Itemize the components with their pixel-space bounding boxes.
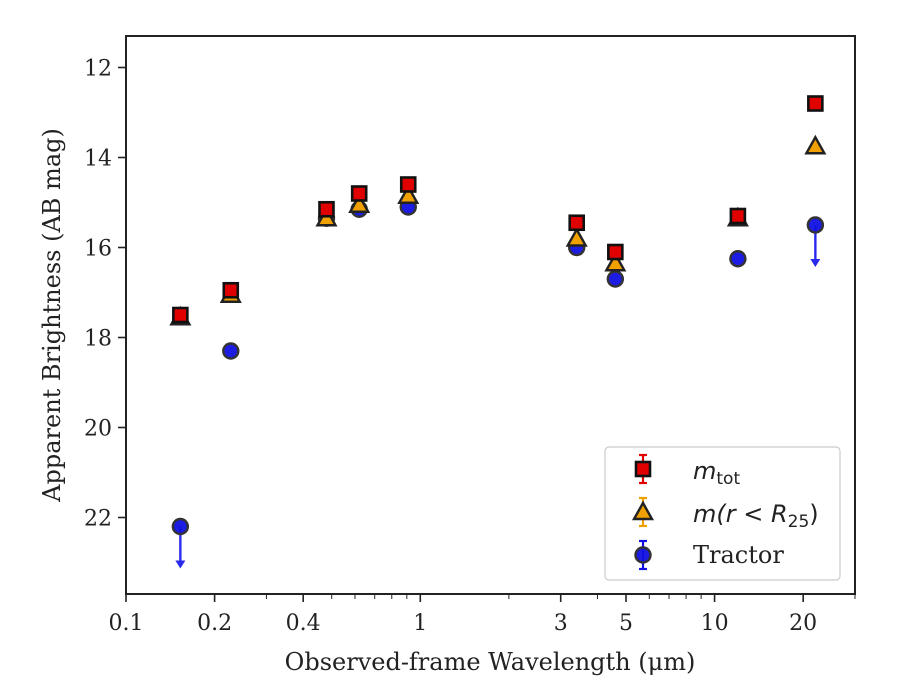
- legend-label-tractor: Tractor: [693, 541, 784, 569]
- data-point-circle: [222, 342, 240, 360]
- y-tick-label: 20: [84, 417, 112, 442]
- data-point-square: [607, 243, 624, 261]
- data-point-square: [222, 281, 240, 299]
- x-tick-label: 0.2: [197, 611, 232, 636]
- plot-area: [169, 95, 827, 569]
- data-point-circle: [806, 216, 825, 234]
- data-point-triangle: [604, 251, 627, 272]
- x-tick-label: 0.1: [109, 611, 144, 636]
- x-tick-label: 5: [619, 611, 633, 636]
- legend-markers: [631, 453, 655, 571]
- y-axis-label: Apparent Brightness (AB mag): [38, 128, 66, 503]
- data-point-square: [172, 306, 189, 324]
- data-point-triangle: [565, 227, 588, 247]
- x-axis-label: Observed-frame Wavelength (μm): [285, 648, 696, 676]
- data-point-triangle: [397, 184, 420, 204]
- y-tick-label: 22: [84, 507, 112, 532]
- legend-marker-circle: [634, 546, 652, 564]
- data-point-circle: [729, 250, 747, 268]
- data-point-square: [807, 95, 824, 112]
- data-point-circle: [171, 517, 190, 536]
- x-tick-label: 1: [413, 611, 427, 636]
- upper-limit-arrow-head: [175, 560, 186, 569]
- legend-label-mtot: mtot: [693, 457, 740, 489]
- legend-marker-triangle: [631, 500, 655, 521]
- data-point-square: [568, 214, 586, 232]
- data-point-triangle: [804, 134, 827, 155]
- y-tick-label: 14: [84, 147, 112, 172]
- x-tick-label: 10: [701, 611, 729, 636]
- series-square: [172, 95, 824, 324]
- x-axis: 0.1 0.2 0.4 1 3 5 10 20: [109, 594, 856, 636]
- data-point-square: [399, 176, 417, 193]
- y-tick-label: 12: [84, 57, 112, 82]
- legend-marker-square: [634, 460, 652, 478]
- data-point-circle: [606, 270, 625, 288]
- legend: mtot m(r < R25) Tractor: [604, 446, 841, 581]
- legend-label-mr25: m(r < R25): [693, 500, 819, 532]
- y-tick-label: 18: [84, 327, 112, 352]
- y-axis: 12 14 16 18 20 22: [84, 57, 126, 532]
- plot-frame: [125, 35, 856, 595]
- series-triangle: [169, 134, 827, 326]
- y-tick-label: 16: [84, 237, 112, 262]
- data-point-square: [318, 200, 335, 218]
- x-tick-label: 20: [789, 611, 817, 636]
- x-tick-label: 0.4: [286, 611, 321, 636]
- data-point-square: [350, 185, 368, 202]
- legend-box: [604, 446, 841, 581]
- x-tick-label: 3: [554, 611, 568, 636]
- data-point-square: [729, 207, 747, 225]
- upper-limit-arrow-head: [810, 259, 821, 267]
- data-point-triangle: [348, 193, 371, 213]
